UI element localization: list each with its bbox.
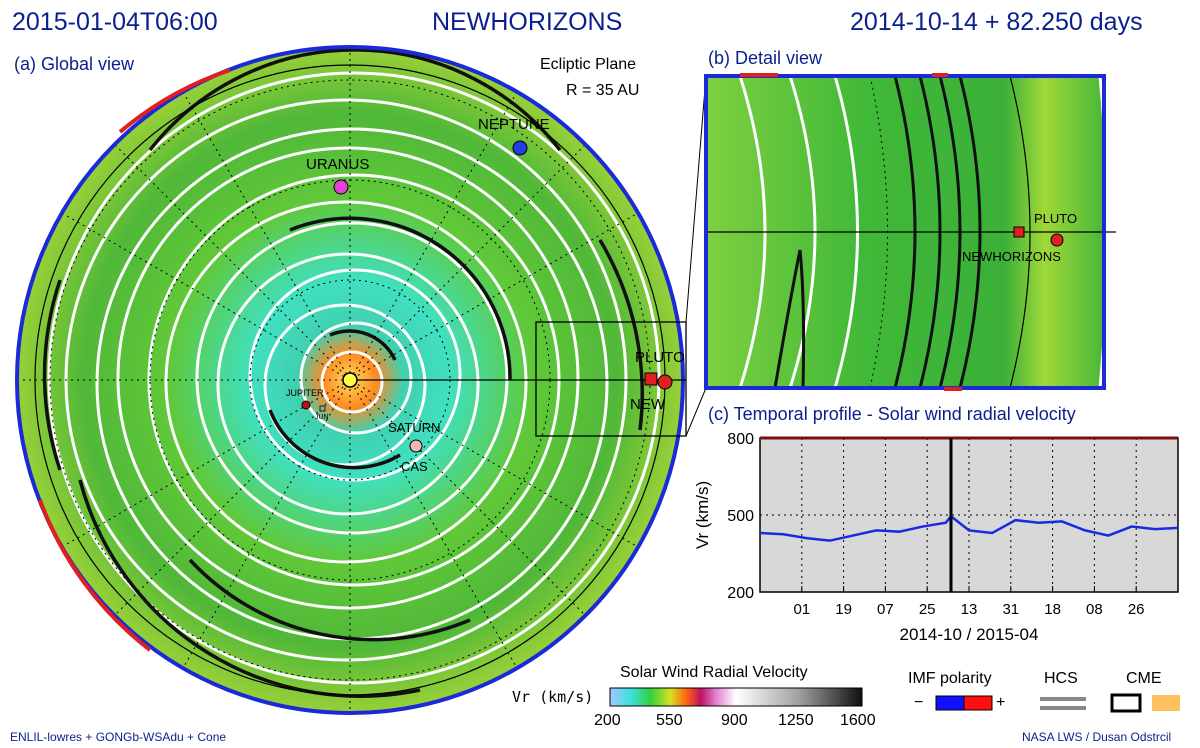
imf-positive-swatch xyxy=(963,695,993,711)
neptune-label: NEPTUNE xyxy=(478,116,550,133)
model-credit: ENLIL-lowres + GONGb-WSAdu + Cone xyxy=(10,730,227,744)
juno-label: JUN xyxy=(315,414,329,421)
imf-polarity-label: IMF polarity xyxy=(908,670,992,687)
x-tick-label: 08 xyxy=(1086,601,1103,618)
saturn-label: SATURN xyxy=(388,420,441,435)
velocity-point xyxy=(1177,527,1179,529)
imf-minus-label: − xyxy=(914,694,924,711)
jupiter-marker xyxy=(301,400,311,410)
y-tick-label: 800 xyxy=(727,431,754,448)
x-tick-label: 01 xyxy=(793,601,810,618)
colorbar-tick-200: 200 xyxy=(594,712,621,729)
imf-plus-label: + xyxy=(996,694,1006,711)
colorbar-tick-550: 550 xyxy=(656,712,683,729)
velocity-point xyxy=(1130,525,1133,528)
detail-view-panel xyxy=(704,73,1116,391)
y-tick-label: 200 xyxy=(727,585,754,602)
velocity-point xyxy=(852,534,854,537)
velocity-point xyxy=(805,537,808,539)
colorbar-tick-900: 900 xyxy=(721,712,748,729)
cassini-label: CAS xyxy=(401,459,428,474)
x-tick-label: 26 xyxy=(1128,601,1145,618)
velocity-point xyxy=(1107,534,1110,537)
temporal-profile-chart: 01 19 07 25 13 31 18 08 26 200 500 800 Vr (km/s) 2014… xyxy=(693,431,1179,644)
velocity-series-line xyxy=(759,514,1179,542)
velocity-point xyxy=(759,532,761,534)
velocity-point xyxy=(921,525,924,528)
sun-icon xyxy=(342,372,358,388)
cme-fill-swatch xyxy=(1152,695,1180,711)
cme-label: CME xyxy=(1126,670,1162,687)
author-credit: NASA LWS / Dusan Odstrcil xyxy=(1022,730,1172,744)
colorbar-title: Solar Wind Radial Velocity xyxy=(620,664,808,681)
velocity-point xyxy=(828,539,831,542)
radius-label: R = 35 AU xyxy=(566,82,640,99)
hcs-label: HCS xyxy=(1044,670,1078,687)
velocity-point xyxy=(1037,521,1040,524)
temporal-profile-title: (c) Temporal profile - Solar wind radial… xyxy=(708,404,1076,424)
saturn-marker xyxy=(409,439,423,453)
velocity-point xyxy=(968,529,970,532)
newhorizons-short-label: NEW xyxy=(630,396,665,413)
velocity-point xyxy=(875,529,877,532)
x-tick-label: 19 xyxy=(835,601,852,618)
detail-view-title: (b) Detail view xyxy=(708,48,823,68)
ecliptic-plane-label: Ecliptic Plane xyxy=(540,56,637,73)
detail-newhorizons-label: NEWHORIZONS xyxy=(962,249,1061,264)
detail-newhorizons-marker xyxy=(1013,226,1025,238)
colorbar xyxy=(609,687,863,707)
cme-outline-swatch xyxy=(1110,693,1142,713)
pluto-label: PLUTO xyxy=(635,349,685,366)
velocity-point xyxy=(991,532,994,534)
velocity-point xyxy=(898,530,901,533)
y-tick-label: 500 xyxy=(727,508,754,525)
velocity-point xyxy=(782,533,785,536)
neptune-marker xyxy=(512,140,528,156)
x-tick-label: 25 xyxy=(919,601,936,618)
velocity-point xyxy=(1014,519,1017,521)
elapsed-label: 2014-10-14 + 82.250 days xyxy=(850,8,1143,36)
datetime-label: 2015-01-04T06:00 xyxy=(12,8,218,36)
x-tick-label: 18 xyxy=(1044,601,1061,618)
x-axis-label: 2014-10 / 2015-04 xyxy=(900,625,1039,644)
velocity-point xyxy=(1084,529,1086,532)
colorbar-tick-1600: 1600 xyxy=(840,712,876,729)
velocity-point xyxy=(1061,520,1063,523)
detail-pluto-marker xyxy=(1050,233,1064,247)
mission-title: NEWHORIZONS xyxy=(432,8,623,36)
global-view-title: (a) Global view xyxy=(14,54,135,74)
x-tick-label: 13 xyxy=(961,601,978,618)
imf-negative-swatch xyxy=(935,695,965,711)
colorbar-tick-1250: 1250 xyxy=(778,712,814,729)
uranus-label: URANUS xyxy=(306,156,370,173)
juno-marker xyxy=(319,405,326,412)
uranus-marker xyxy=(333,179,349,195)
velocity-point xyxy=(944,521,947,524)
jupiter-label: JUPITER xyxy=(286,388,324,398)
detail-pluto-label: PLUTO xyxy=(1034,211,1078,226)
pluto-marker xyxy=(657,374,673,390)
x-tick-label: 07 xyxy=(877,601,894,618)
colorbar-unit: Vr (km/s) xyxy=(512,688,594,706)
x-tick-label: 31 xyxy=(1002,601,1019,618)
y-axis-label: Vr (km/s) xyxy=(693,481,712,549)
newhorizons-marker xyxy=(644,372,658,386)
velocity-point xyxy=(1153,528,1156,530)
